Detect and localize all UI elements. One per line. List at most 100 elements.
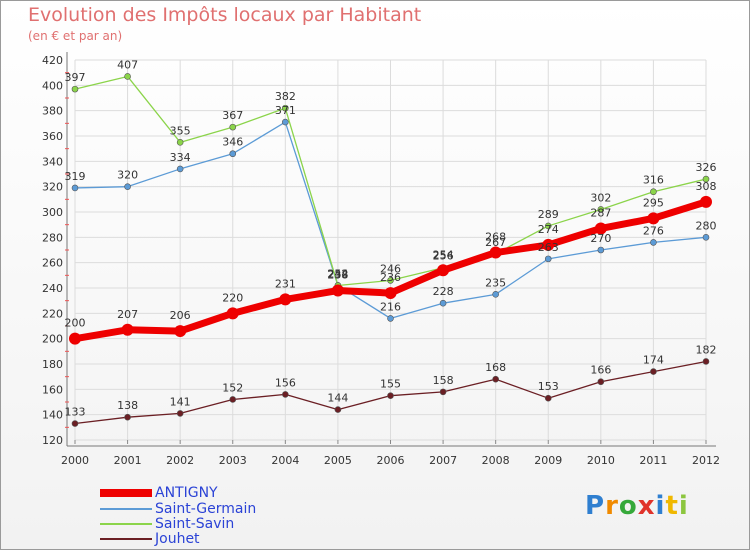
data-point-saint-savin bbox=[597, 206, 605, 213]
proxiti-logo: Proxiti bbox=[585, 491, 689, 521]
x-tick-label: 2004 bbox=[271, 454, 299, 467]
data-point-antigny bbox=[647, 212, 660, 225]
data-label-jouhet: 155 bbox=[380, 378, 401, 391]
data-point-saint-savin bbox=[702, 175, 710, 183]
x-tick-label: 2012 bbox=[692, 454, 720, 467]
data-point-antigny bbox=[69, 332, 81, 345]
data-point-saint-germain bbox=[702, 234, 710, 241]
legend-item-antigny: ANTIGNY bbox=[100, 484, 218, 501]
data-point-jouhet bbox=[544, 394, 552, 402]
data-label-antigny: 200 bbox=[65, 317, 86, 330]
legend-swatch-antigny bbox=[100, 488, 152, 497]
data-point-saint-savin bbox=[124, 73, 131, 80]
legend-swatch-saint-germain bbox=[100, 507, 152, 510]
data-label-jouhet: 166 bbox=[590, 364, 611, 377]
data-label-saint-germain: 346 bbox=[222, 136, 243, 149]
data-label-jouhet: 182 bbox=[696, 343, 717, 356]
data-point-jouhet bbox=[439, 388, 447, 396]
x-tick-label: 2006 bbox=[377, 454, 405, 467]
y-tick-label: 360 bbox=[42, 130, 63, 143]
data-label-antigny: 238 bbox=[327, 269, 348, 282]
y-tick-label: 300 bbox=[42, 206, 63, 219]
y-tick-label: 260 bbox=[42, 257, 63, 270]
data-point-antigny bbox=[489, 246, 502, 259]
logo-letter: t bbox=[665, 491, 679, 521]
data-point-saint-germain bbox=[229, 150, 237, 158]
data-point-saint-germain bbox=[650, 239, 657, 246]
chart-subtitle: (en € et par an) bbox=[28, 29, 123, 43]
data-label-jouhet: 138 bbox=[117, 399, 138, 412]
data-label-antigny: 236 bbox=[380, 271, 401, 284]
legend-swatch-jouhet bbox=[100, 537, 152, 540]
data-point-jouhet bbox=[282, 391, 289, 398]
y-tick-label: 140 bbox=[42, 409, 63, 422]
data-label-saint-savin: 397 bbox=[65, 71, 86, 84]
logo-letter: i bbox=[655, 491, 666, 521]
logo-letter: i bbox=[678, 491, 689, 521]
data-label-antigny: 287 bbox=[590, 206, 611, 219]
data-label-antigny: 308 bbox=[696, 180, 717, 193]
data-label-antigny: 254 bbox=[433, 248, 454, 261]
legend-label-jouhet: Jouhet bbox=[155, 530, 200, 547]
y-tick-label: 420 bbox=[42, 54, 63, 67]
y-tick-label: 180 bbox=[42, 358, 63, 371]
data-point-saint-savin bbox=[282, 104, 289, 112]
data-label-jouhet: 141 bbox=[170, 395, 191, 408]
logo-letter: r bbox=[605, 491, 619, 521]
data-label-antigny: 295 bbox=[643, 196, 664, 209]
data-label-saint-savin: 367 bbox=[222, 109, 243, 122]
data-point-saint-germain bbox=[544, 255, 552, 263]
data-point-antigny bbox=[384, 287, 397, 300]
y-tick-label: 380 bbox=[42, 105, 63, 118]
data-label-antigny: 274 bbox=[538, 223, 559, 236]
data-label-saint-germain: 270 bbox=[590, 232, 611, 245]
data-point-antigny bbox=[594, 222, 607, 235]
data-label-saint-germain: 263 bbox=[538, 241, 559, 254]
data-label-jouhet: 168 bbox=[485, 361, 506, 374]
data-label-saint-savin: 256 bbox=[433, 250, 454, 263]
data-point-saint-germain bbox=[176, 165, 184, 173]
data-point-saint-germain bbox=[124, 183, 131, 190]
data-point-saint-savin bbox=[176, 139, 184, 146]
x-tick-label: 2005 bbox=[324, 454, 352, 467]
logo-letter: P bbox=[585, 491, 606, 521]
data-point-antigny bbox=[437, 264, 450, 277]
y-tick-label: 200 bbox=[42, 333, 63, 346]
data-label-saint-germain: 320 bbox=[117, 169, 138, 182]
legend-swatch-saint-savin bbox=[100, 522, 152, 525]
data-label-jouhet: 152 bbox=[222, 381, 243, 394]
y-tick-label: 340 bbox=[42, 155, 63, 168]
data-label-saint-germain: 235 bbox=[485, 276, 506, 289]
data-label-antigny: 207 bbox=[117, 308, 138, 321]
data-label-antigny: 231 bbox=[275, 277, 296, 290]
y-tick-label: 320 bbox=[42, 181, 63, 194]
x-tick-label: 2002 bbox=[166, 454, 194, 467]
data-label-saint-germain: 371 bbox=[275, 104, 296, 117]
data-point-antigny bbox=[700, 195, 712, 208]
data-point-jouhet bbox=[71, 420, 79, 427]
legend-item-saint-germain: Saint-Germain bbox=[100, 501, 256, 517]
y-tick-label: 400 bbox=[42, 79, 63, 92]
data-label-jouhet: 156 bbox=[275, 376, 296, 389]
legend-item-jouhet: Jouhet bbox=[100, 530, 200, 547]
x-tick-label: 2009 bbox=[534, 454, 562, 467]
y-tick-label: 160 bbox=[42, 383, 63, 396]
data-point-saint-germain bbox=[492, 291, 499, 298]
y-tick-label: 120 bbox=[42, 434, 63, 447]
data-label-saint-savin: 407 bbox=[117, 58, 138, 71]
data-point-antigny bbox=[226, 307, 239, 320]
data-point-antigny bbox=[121, 323, 134, 336]
y-tick-label: 240 bbox=[42, 282, 63, 295]
data-label-saint-savin: 316 bbox=[643, 174, 664, 187]
data-label-antigny: 268 bbox=[485, 231, 506, 244]
data-label-jouhet: 144 bbox=[327, 392, 348, 405]
data-label-jouhet: 174 bbox=[643, 354, 664, 367]
data-point-saint-germain bbox=[71, 184, 79, 192]
data-label-saint-savin: 382 bbox=[275, 90, 296, 103]
legend-label-antigny: ANTIGNY bbox=[155, 484, 218, 501]
data-point-saint-savin bbox=[650, 188, 657, 196]
x-tick-label: 2007 bbox=[429, 454, 457, 467]
data-point-saint-savin bbox=[229, 123, 237, 131]
data-point-jouhet bbox=[334, 406, 342, 413]
x-tick-label: 2001 bbox=[114, 454, 142, 467]
